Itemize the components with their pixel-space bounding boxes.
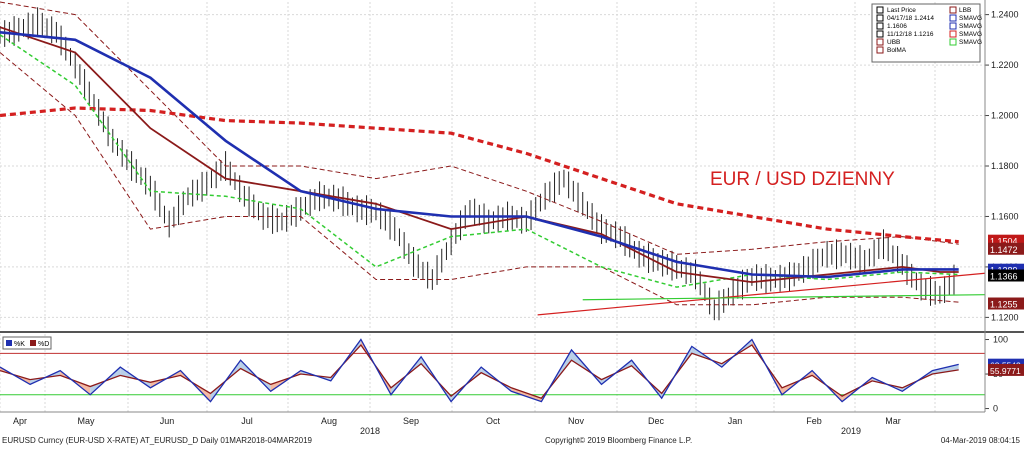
- x-year-label: 2019: [841, 426, 861, 436]
- legend-label: SMAVG: [959, 23, 982, 30]
- oscillator-panel: 05010063.554255.9771%K%D: [0, 334, 1024, 414]
- legend-label: 11/12/18 1.1216: [887, 31, 934, 38]
- y-tick-label: 1.1800: [991, 161, 1019, 171]
- stochastic-k-line: [0, 338, 959, 403]
- legend-swatch: [876, 22, 884, 30]
- x-month-label: Jul: [241, 416, 253, 426]
- x-month-label: Feb: [806, 416, 822, 426]
- legend-box: [871, 3, 981, 63]
- trendline: [537, 272, 986, 316]
- price-tag-label: 1.1366: [990, 272, 1018, 282]
- x-month-label: Aug: [321, 416, 337, 426]
- x-month-label: Dec: [648, 416, 665, 426]
- series-line-lbb: [0, 52, 959, 306]
- legend-swatch: [876, 38, 884, 46]
- price-panel: 1.12001.14001.16001.18001.20001.22001.24…: [0, 1, 1024, 330]
- footer-center: Copyright© 2019 Bloomberg Finance L.P.: [545, 436, 692, 445]
- price-tag-label: 1.1255: [990, 300, 1018, 310]
- legend-label: Last Price: [887, 7, 916, 14]
- legend-label: UBB: [887, 39, 900, 46]
- legend-swatch: [949, 30, 957, 38]
- series-line-smavg: [0, 34, 959, 288]
- price-tag: [988, 269, 1024, 282]
- x-month-label: Sep: [403, 416, 419, 426]
- price-tag: [988, 363, 1024, 376]
- y-tick-label: 1.1200: [991, 312, 1019, 322]
- legend-label: %D: [38, 341, 49, 348]
- legend-label: LBB: [959, 7, 971, 14]
- legend-swatch: [876, 30, 884, 38]
- legend-swatch: [876, 14, 884, 22]
- stochastic-fill: [932, 364, 959, 375]
- legend-swatch: [949, 14, 957, 22]
- footer-right: 04-Mar-2019 08:04:15: [941, 436, 1021, 445]
- x-month-label: May: [77, 416, 95, 426]
- legend-label: SMAVG: [959, 15, 982, 22]
- x-month-label: Apr: [13, 416, 27, 426]
- price-tag-label: 55.9771: [990, 366, 1021, 376]
- footer-left: EURUSD Curncy (EUR-USD X-RATE) AT_EURUSD…: [2, 436, 313, 445]
- x-month-label: Jun: [160, 416, 175, 426]
- y-tick-label: 0: [993, 404, 998, 414]
- y-tick-label: 1.1600: [991, 211, 1019, 221]
- legend-label: %K: [14, 341, 25, 348]
- x-month-label: Nov: [568, 416, 585, 426]
- price-tag: [988, 242, 1024, 255]
- y-tick-label: 1.2200: [991, 60, 1019, 70]
- price-tag-label: 1.1504: [990, 237, 1018, 247]
- legend-swatch: [949, 6, 957, 14]
- legend-swatch: [876, 46, 884, 54]
- series-line-smavg: [0, 106, 959, 244]
- stochastic-fill: [511, 387, 542, 402]
- legend-swatch: [949, 38, 957, 46]
- price-tag: [988, 297, 1024, 310]
- legend-swatch: [6, 340, 12, 346]
- stochastic-d-line: [0, 343, 959, 399]
- price-tag-label: 1.1472: [990, 245, 1018, 255]
- legend-label: 1.1606: [887, 23, 907, 30]
- chart-title-annotation: EUR / USD DZIENNY: [710, 169, 895, 190]
- legend-label: 04/17/18 1.2414: [887, 15, 934, 22]
- legend-swatch: [876, 6, 884, 14]
- y-tick-label: 100: [993, 335, 1008, 345]
- legend-label: BolMA: [887, 47, 907, 54]
- oscillator-legend-box: [2, 336, 52, 350]
- x-month-label: Oct: [486, 416, 501, 426]
- legend-swatch: [949, 22, 957, 30]
- legend-label: SMAVG: [959, 31, 982, 38]
- y-tick-label: 1.2000: [991, 111, 1019, 121]
- legend-label: SMAVG: [959, 39, 982, 46]
- trendline: [582, 294, 986, 301]
- oscillator-legend: %K %D: [2, 336, 52, 350]
- series-line-smavg: [0, 31, 959, 279]
- y-tick-label: 1.2400: [991, 10, 1019, 20]
- legend-swatch: [30, 340, 36, 346]
- x-month-label: Jan: [728, 416, 743, 426]
- x-month-label: Mar: [885, 416, 901, 426]
- series-line-ubb: [0, 1, 959, 255]
- x-year-label: 2018: [360, 426, 380, 436]
